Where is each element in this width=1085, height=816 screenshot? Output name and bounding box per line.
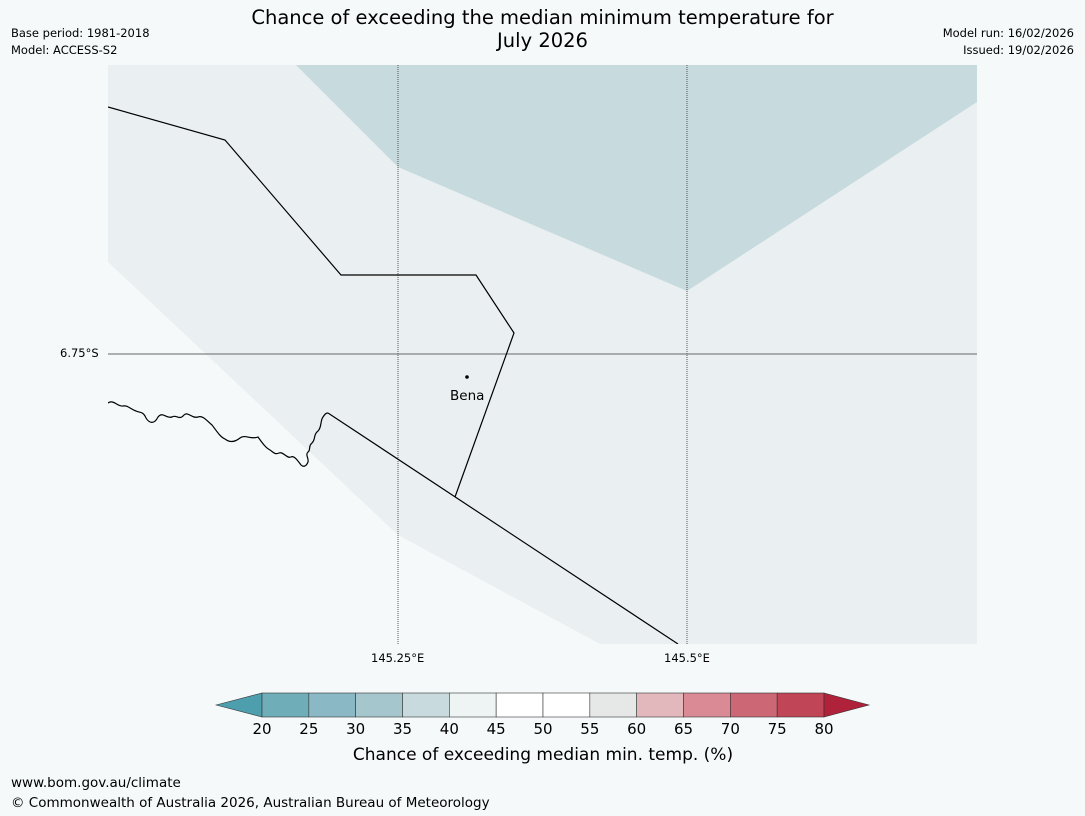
longitude-label-145-25: 145.25°E — [371, 651, 425, 665]
footer-copyright: © Commonwealth of Australia 2026, Austra… — [11, 795, 490, 811]
latitude-label: 6.75°S — [60, 346, 99, 360]
issued-text: Issued: 19/02/2026 — [963, 43, 1074, 57]
model-run-text: Model run: 16/02/2026 — [942, 26, 1074, 40]
colorbar-label: Chance of exceeding median min. temp. (%… — [352, 745, 734, 765]
colorbar-segment-40-45 — [449, 692, 497, 718]
admin-boundary-north — [108, 106, 515, 498]
colorbar-tick-55: 55 — [580, 720, 600, 738]
colorbar-segment-55-60 — [589, 692, 637, 718]
colorbar-segment-25-30 — [308, 692, 356, 718]
colorbar-segment-30-35 — [355, 692, 403, 718]
colorbar-segment-70-75 — [730, 692, 778, 718]
colorbar-tick-30: 30 — [346, 720, 366, 738]
footer-url[interactable]: www.bom.gov.au/climate — [11, 775, 181, 791]
colorbar-tick-65: 65 — [673, 720, 694, 738]
colorbar-segment-45-50 — [495, 692, 544, 718]
colorbar-graphic — [214, 692, 871, 718]
metadata-left: Base period: 1981-2018 Model: ACCESS-S2 — [11, 25, 150, 59]
colorbar-segment-60-65 — [636, 692, 684, 718]
colorbar-extend-high — [823, 692, 871, 718]
title-line-1: Chance of exceeding the median minimum t… — [251, 6, 834, 29]
base-period-text: Base period: 1981-2018 — [11, 26, 150, 40]
admin-boundary-south — [327, 412, 679, 644]
colorbar-tick-35: 35 — [392, 720, 413, 738]
colorbar-extend-low — [214, 692, 263, 718]
forecast-map[interactable] — [108, 65, 977, 644]
colorbar-ticks: 20 25 30 35 40 45 50 55 60 65 70 75 80 — [215, 720, 871, 740]
map-title: Chance of exceeding the median minimum t… — [200, 6, 885, 52]
colorbar-segment-50-55 — [542, 692, 591, 718]
colorbar-tick-70: 70 — [720, 720, 740, 738]
coastline — [108, 401, 329, 467]
colorbar — [214, 691, 871, 721]
colorbar-tick-40: 40 — [439, 720, 459, 738]
colorbar-tick-25: 25 — [299, 720, 319, 738]
place-label-bena: Bena — [450, 388, 485, 404]
colorbar-tick-60: 60 — [627, 720, 647, 738]
model-text: Model: ACCESS-S2 — [11, 43, 118, 57]
probability-band-35-40 — [296, 65, 977, 291]
colorbar-segment-75-80 — [776, 692, 825, 718]
colorbar-tick-20: 20 — [252, 720, 272, 738]
metadata-right: Model run: 16/02/2026 Issued: 19/02/2026 — [943, 25, 1074, 59]
longitude-label-145-5: 145.5°E — [664, 651, 710, 665]
map-canvas — [108, 65, 977, 644]
title-line-2: July 2026 — [497, 29, 588, 52]
colorbar-tick-50: 50 — [533, 720, 553, 738]
colorbar-segment-20-25 — [261, 692, 310, 718]
colorbar-segment-65-70 — [683, 692, 731, 718]
bena-marker[interactable] — [465, 375, 469, 379]
colorbar-tick-80: 80 — [814, 720, 834, 738]
colorbar-tick-75: 75 — [767, 720, 787, 738]
colorbar-tick-45: 45 — [486, 720, 506, 738]
colorbar-segment-35-40 — [402, 692, 450, 718]
